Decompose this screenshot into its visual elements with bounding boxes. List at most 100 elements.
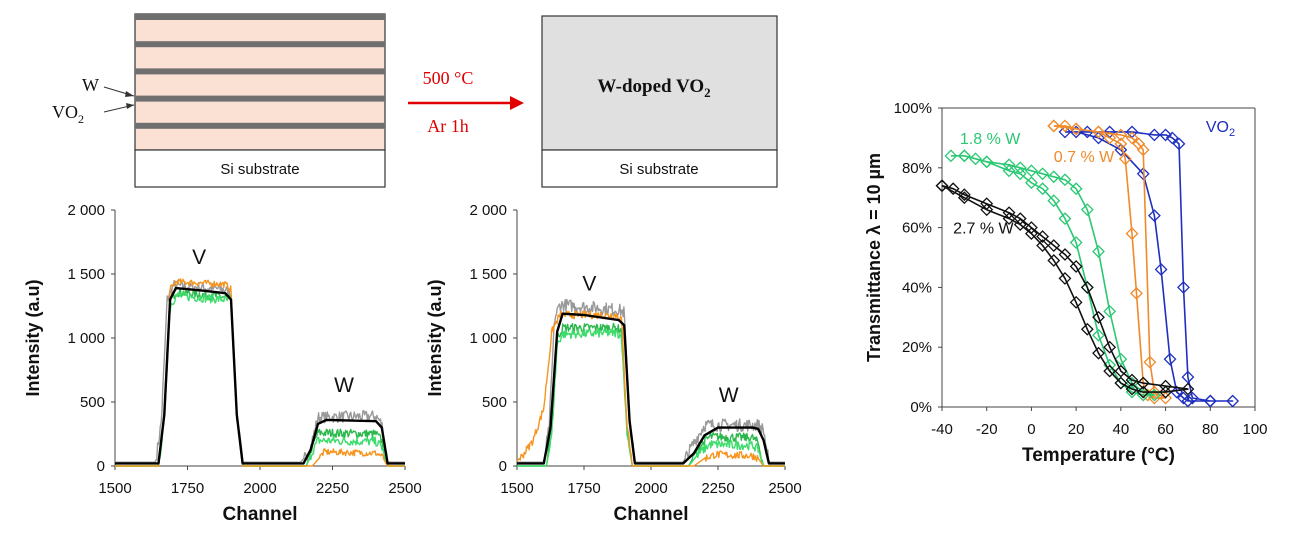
data-point: [1125, 131, 1139, 145]
data-point: [1177, 280, 1190, 294]
data-point: [1154, 263, 1168, 276]
y-axis-label: Intensity (a.u): [425, 279, 445, 396]
x-axis-label: Channel: [614, 504, 689, 525]
si-substrate-left-label: Si substrate: [220, 161, 299, 178]
w-layer: [135, 95, 385, 102]
data-point: [946, 182, 960, 196]
data-point: [1058, 119, 1072, 133]
data-point: [1114, 143, 1128, 157]
data-point: [1114, 128, 1128, 142]
data-point: [1136, 143, 1150, 157]
multilayer-schematic: Si substrate W VO2: [52, 13, 386, 188]
w-layer: [135, 41, 385, 48]
y-tick-label: 1 000: [469, 330, 507, 347]
x-tick-label: 2250: [701, 480, 734, 497]
peak-label: W: [334, 374, 354, 397]
data-point: [1147, 209, 1161, 223]
peak-label: V: [192, 246, 206, 269]
w-doped-vo2-label: W-doped VO2: [597, 76, 710, 100]
y-tick-label: 0: [499, 458, 507, 475]
w-layer: [135, 14, 385, 20]
rbs-spectrum-after-chart: 1500 1750 2000 2250 2500 0 500 1 000 1 500 2 000 C…: [425, 202, 802, 525]
x-tick-label: -40: [931, 421, 953, 438]
data-point: [1103, 304, 1117, 318]
data-point: [1159, 379, 1172, 393]
data-point: [1069, 295, 1083, 309]
data-point: [1159, 385, 1172, 399]
data-point: [1114, 137, 1128, 151]
y-tick-label: 20%: [902, 339, 932, 356]
w-layer: [135, 68, 385, 75]
data-point: [1025, 164, 1038, 178]
x-tick-label: 2000: [634, 480, 667, 497]
data-point: [980, 197, 994, 211]
y-axis-label: Transmittance λ = 10 µm: [864, 153, 884, 362]
x-tick-label: -20: [976, 421, 998, 438]
x-tick-label: 80: [1202, 421, 1219, 438]
rbs-spectrum-before-chart: 1500 1750 2000 2250 2500 0 500 1 000 1 500 2 000 C…: [23, 202, 422, 525]
si-substrate-right-label: Si substrate: [619, 161, 698, 178]
data-point: [1226, 394, 1240, 408]
data-point: [1103, 131, 1117, 145]
data-point: [1118, 152, 1132, 166]
series-label: VO2: [1206, 119, 1235, 139]
y-tick-label: 1 500: [469, 266, 507, 283]
si-substrate-left: [134, 149, 386, 188]
process-arrow-head: [510, 96, 524, 110]
w-layers: [135, 14, 385, 129]
data-point: [1036, 167, 1050, 181]
x-tick-label: 60: [1157, 421, 1174, 438]
data-point: [1036, 230, 1050, 243]
x-tick-label: 2500: [388, 480, 421, 497]
x-tick-label: 0: [1027, 421, 1035, 438]
data-point: [1002, 212, 1016, 226]
data-point: [1013, 167, 1027, 181]
series-line: [115, 286, 405, 465]
transmittance-chart: -40 -20 0 20 40 60 80 100 0% 20% 40% 60% 80% 100% Temp…: [864, 100, 1268, 466]
x-tick-label: 1500: [98, 480, 131, 497]
data-point: [1047, 239, 1061, 252]
data-point: [1058, 272, 1072, 285]
data-point: [1103, 340, 1117, 354]
data-point: [1025, 227, 1038, 240]
data-point: [1136, 376, 1150, 390]
y-tick-label: 40%: [902, 279, 932, 296]
vo2-layer-label: VO2: [52, 102, 84, 126]
series-label: 0.7 % W: [1054, 149, 1115, 166]
data-point: [1058, 248, 1072, 261]
data-point: [1025, 176, 1038, 190]
series-label: 2.7 % W: [953, 221, 1014, 238]
data-point: [1114, 352, 1128, 366]
annealing-atmosphere: Ar 1h: [427, 116, 469, 136]
si-substrate-right: [541, 149, 778, 188]
x-axis-label: Channel: [223, 504, 298, 525]
x-tick-label: 2250: [316, 480, 349, 497]
data-point: [1125, 227, 1139, 240]
y-tick-label: 0: [97, 458, 105, 475]
data-point: [969, 152, 982, 166]
series-line: [517, 312, 785, 465]
data-point: [1058, 125, 1072, 139]
data-point: [1002, 158, 1016, 172]
x-tick-label: 100: [1242, 421, 1267, 438]
data-point: [1125, 382, 1139, 396]
data-point: [1036, 239, 1050, 252]
w-layer-label: W: [82, 75, 99, 95]
data-point: [1147, 128, 1161, 142]
data-point: [1159, 391, 1172, 405]
series-label: 1.8 % W: [960, 131, 1021, 148]
data-point: [1163, 352, 1177, 366]
w-layer: [135, 122, 385, 129]
data-point: [1080, 203, 1094, 217]
doped-film-schematic: W-doped VO2 Si substrate: [541, 15, 778, 188]
data-point: [1114, 376, 1128, 390]
multilayer-stack-box: [134, 13, 386, 151]
data-point: [944, 149, 958, 163]
data-point: [1013, 212, 1027, 226]
data-point: [1058, 173, 1072, 187]
peak-label: W: [719, 384, 739, 407]
y-tick-label: 100%: [894, 100, 932, 117]
x-tick-label: 1750: [171, 480, 204, 497]
data-point: [1114, 364, 1128, 378]
